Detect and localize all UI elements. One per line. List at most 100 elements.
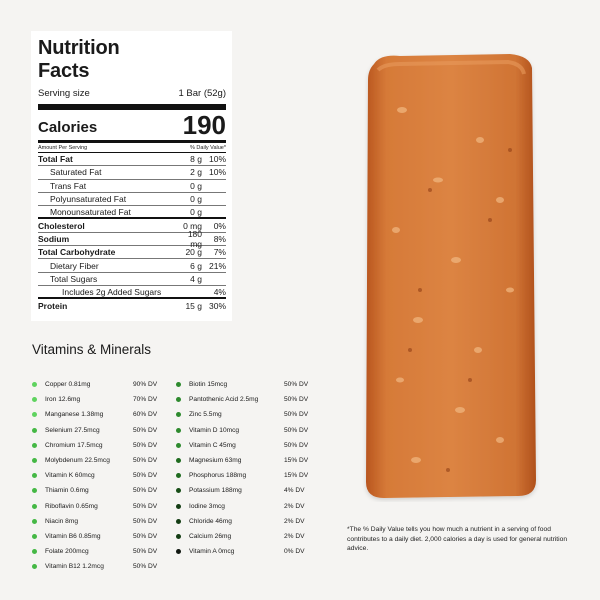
vitamin-dv: 50% DV (284, 426, 309, 434)
vitamin-dv: 15% DV (284, 457, 309, 465)
vitamin-dv: 2% DV (284, 502, 305, 510)
nutrient-dv: 10% (208, 154, 226, 165)
vitamin-name: Biotin 15mcg (189, 381, 228, 389)
vitamin-name: Zinc 5.5mg (189, 411, 222, 419)
vitamin-item: Vitamin B12 1.2mcg 50% DV (32, 559, 157, 574)
vitamin-dv: 2% DV (284, 517, 305, 525)
protein-bar-image (360, 50, 540, 502)
vitamin-dot-icon (32, 503, 37, 509)
label-title-line1: Nutrition (38, 37, 120, 59)
vitamin-dot-icon (176, 518, 181, 524)
vitamin-item: Molybdenum 22.5mcg 50% DV (32, 453, 157, 468)
nutrient-dv: 7% (213, 247, 226, 258)
vitamin-name: Vitamin C 45mg (189, 441, 236, 449)
vitamin-name: Copper 0.81mg (45, 381, 91, 389)
vitamin-dot-icon (176, 442, 181, 448)
vitamin-item: Niacin 8mg 50% DV (32, 514, 157, 529)
vitamin-dot-icon (176, 397, 181, 403)
vitamin-dot-icon (32, 533, 37, 539)
nutrient-name: Total Carbohydrate (38, 247, 116, 258)
vitamin-dv: 50% DV (133, 548, 158, 556)
nutrient-dv: 21% (208, 260, 226, 271)
vitamin-dv: 50% DV (133, 487, 158, 495)
vitamin-name: Iron 12.6mg (45, 396, 81, 404)
vitamin-name: Vitamin A 0mcg (189, 548, 235, 556)
label-title-line2: Facts (38, 60, 90, 82)
vitamin-item: Vitamin C 45mg 50% DV (176, 438, 308, 453)
vitamin-item: Manganese 1.38mg 60% DV (32, 407, 157, 422)
nutrient-row: Trans Fat 0 g (38, 180, 226, 193)
vitamin-name: Vitamin B12 1.2mcg (45, 563, 104, 571)
vitamins-minerals-title: Vitamins & Minerals (32, 342, 152, 357)
vitamin-dot-icon (176, 533, 181, 539)
nutrient-row: Total Sugars 4 g (38, 273, 226, 286)
vitamin-dv: 50% DV (133, 517, 158, 525)
nutrient-name: Cholesterol (38, 220, 85, 231)
nutrient-name: Monounsaturated Fat (50, 206, 131, 217)
medium-divider (38, 140, 226, 143)
nutrient-row: Total Fat 8 g 10% (38, 153, 226, 167)
vitamin-dv: 50% DV (284, 396, 309, 404)
vitamin-item: Iodine 3mcg 2% DV (176, 499, 308, 514)
vitamin-item: Phosphorus 188mg 15% DV (176, 468, 308, 483)
nutrient-amount: 20 g (185, 247, 202, 258)
nutrient-name: Saturated Fat (50, 167, 102, 178)
vitamin-dv: 0% DV (284, 548, 305, 556)
vitamin-dv: 2% DV (284, 532, 305, 540)
vitamin-dot-icon (32, 473, 37, 479)
nutrient-name: Includes 2g Added Sugars (62, 286, 162, 297)
nutrient-name: Protein (38, 300, 68, 311)
nutrient-name: Total Sugars (50, 273, 98, 284)
vitamin-name: Folate 200mcg (45, 548, 89, 556)
vitamin-dot-icon (32, 382, 37, 388)
vitamins-column-1: Copper 0.81mg 90% DV Iron 12.6mg 70% DV Mang… (32, 377, 157, 574)
nutrient-amount: 0 g (190, 194, 202, 205)
vitamin-dot-icon (176, 382, 181, 388)
vitamin-name: Potassium 188mg (189, 487, 242, 495)
nutrient-name: Sodium (38, 233, 70, 244)
nutrient-rows: Total Fat 8 g 10% Saturated Fat 2 g 10% Trans … (38, 152, 226, 313)
vitamin-name: Vitamin D 10mcg (189, 426, 240, 434)
vitamin-dv: 50% DV (133, 472, 158, 480)
vitamins-column-2: Biotin 15mcg 50% DV Pantothenic Acid 2.5mg… (176, 377, 308, 559)
daily-value-header: % Daily Value* (190, 145, 226, 151)
nutrient-row: Includes 2g Added Sugars 4% (38, 286, 226, 300)
vitamin-item: Zinc 5.5mg 50% DV (176, 407, 308, 422)
nutrient-row: Monounsaturated Fat 0 g (38, 206, 226, 220)
vitamin-dv: 50% DV (133, 441, 158, 449)
vitamin-item: Pantothenic Acid 2.5mg 50% DV (176, 392, 308, 407)
nutrient-row: Total Carbohydrate 20 g 7% (38, 246, 226, 260)
vitamin-dv: 50% DV (133, 457, 158, 465)
vitamin-name: Manganese 1.38mg (45, 411, 104, 419)
vitamin-dot-icon (176, 488, 181, 494)
vitamin-dot-icon (32, 442, 37, 448)
vitamin-item: Vitamin B6 0.85mg 50% DV (32, 529, 157, 544)
daily-value-footnote: *The % Daily Value tells you how much a … (347, 526, 568, 553)
calories-row: Calories 190 (38, 110, 226, 138)
nutrient-amount: 0 g (190, 180, 202, 191)
amount-per-serving-header: Amount Per Serving (38, 145, 88, 151)
calories-value: 190 (182, 110, 226, 140)
vitamin-dot-icon (32, 397, 37, 403)
vitamin-item: Chloride 46mg 2% DV (176, 514, 308, 529)
vitamin-dot-icon (176, 458, 181, 464)
vitamin-dot-icon (176, 412, 181, 418)
nutrient-amount: 8 g (190, 154, 202, 165)
vitamin-dot-icon (32, 564, 37, 570)
label-title: Nutrition Facts (38, 37, 226, 83)
nutrient-amount: 2 g (190, 167, 202, 178)
vitamin-item: Vitamin A 0mcg 0% DV (176, 544, 308, 559)
vitamin-dot-icon (32, 518, 37, 524)
vitamin-dv: 90% DV (133, 381, 158, 389)
vitamin-name: Chloride 46mg (189, 517, 232, 525)
vitamin-item: Copper 0.81mg 90% DV (32, 377, 157, 392)
vitamin-name: Magnesium 63mg (189, 457, 242, 465)
vitamin-item: Iron 12.6mg 70% DV (32, 392, 157, 407)
vitamin-dot-icon (176, 427, 181, 433)
vitamin-dot-icon (176, 549, 181, 555)
vitamin-item: Selenium 27.5mcg 50% DV (32, 423, 157, 438)
vitamin-dot-icon (32, 427, 37, 433)
vitamin-item: Biotin 15mcg 50% DV (176, 377, 308, 392)
vitamin-dot-icon (32, 488, 37, 494)
vitamin-item: Potassium 188mg 4% DV (176, 483, 308, 498)
